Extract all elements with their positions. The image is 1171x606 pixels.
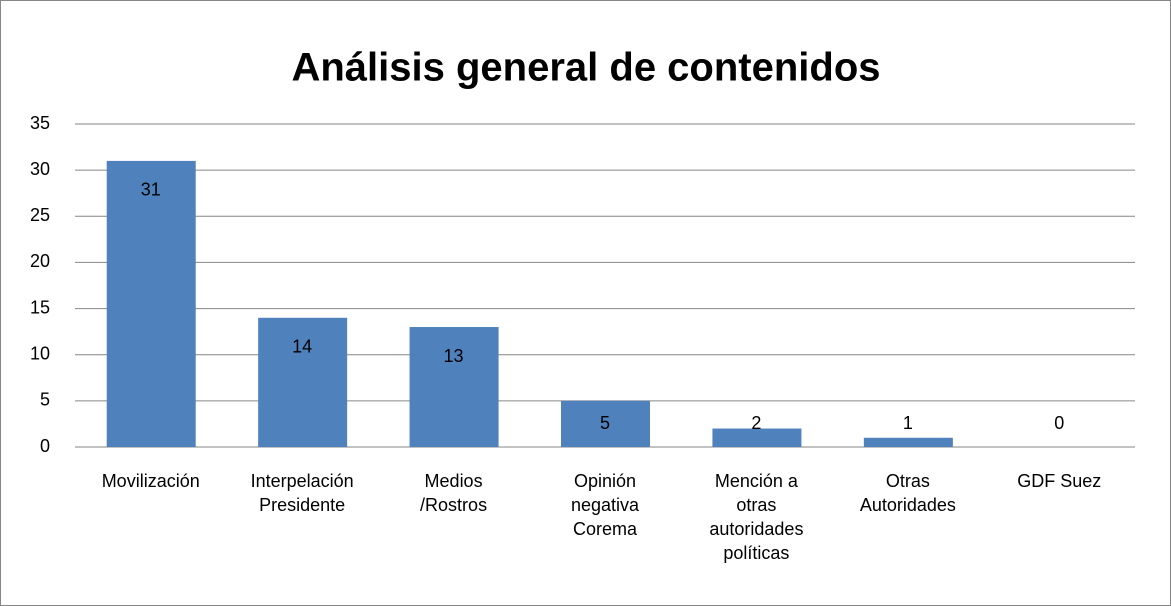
y-tick-label: 5: [40, 390, 50, 410]
data-label: 1: [903, 413, 913, 433]
bar: [863, 437, 953, 447]
data-label: 2: [751, 413, 761, 433]
data-label: 13: [444, 346, 464, 366]
x-tick-label: Medios/Rostros: [420, 471, 487, 515]
x-tick-label: Otras Autoridades: [860, 471, 956, 515]
bar: [712, 428, 802, 447]
data-label: 0: [1054, 413, 1064, 433]
y-tick-label: 30: [30, 159, 50, 179]
bar: [258, 317, 348, 447]
bar: [409, 327, 499, 447]
y-tick-label: 10: [30, 343, 50, 363]
bar: [106, 160, 196, 447]
x-tick-label: GDF Suez: [1017, 471, 1101, 491]
y-tick-label: 25: [30, 205, 50, 225]
y-tick-label: 15: [30, 297, 50, 317]
chart-title: Análisis general de contenidos: [291, 46, 880, 90]
x-tick-label: Mención a otras autoridades políticas: [709, 471, 803, 563]
data-label: 31: [141, 180, 161, 200]
x-tick-label: Movilización: [102, 471, 200, 491]
y-tick-label: 0: [40, 436, 50, 456]
data-label: 14: [292, 337, 312, 357]
x-tick-label: Interpelación Presidente: [251, 471, 354, 515]
bar: [561, 400, 650, 447]
x-tick-label: Opinión negativa Corema: [571, 471, 640, 539]
y-tick-label: 20: [30, 251, 50, 271]
data-label: 5: [600, 413, 610, 433]
y-tick-label: 35: [30, 113, 50, 133]
